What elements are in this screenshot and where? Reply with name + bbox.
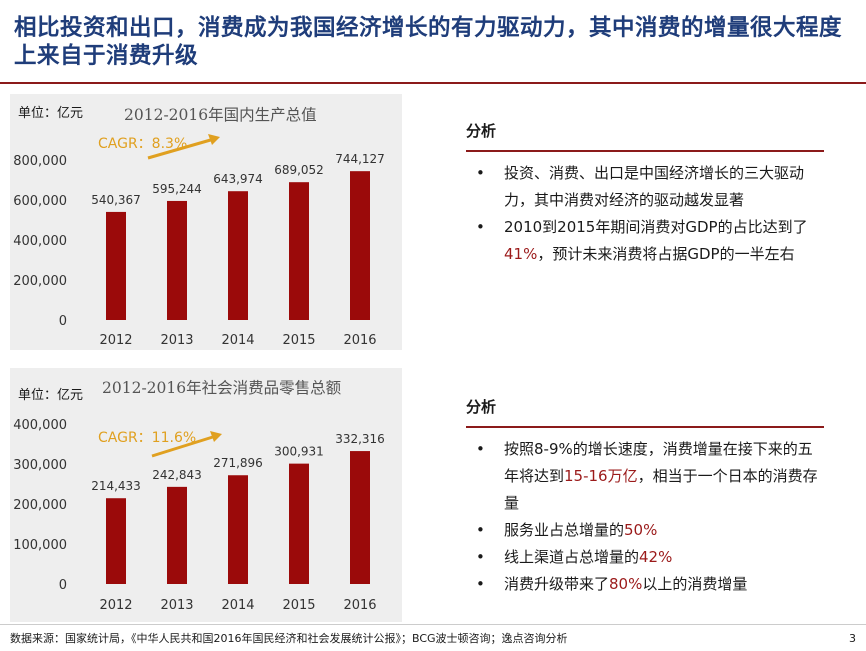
data-label: 214,433 [91,479,141,493]
x-tick-label: 2014 [221,598,254,613]
y-tick-label: 800,000 [13,154,67,169]
page-number: 3 [849,632,856,645]
data-label: 332,316 [335,432,385,446]
x-tick-label: 2014 [221,333,254,348]
analysis-divider [466,150,824,152]
analysis-bullet: • 服务业占总增量的50% [466,517,824,544]
data-label: 540,367 [91,193,141,207]
bullet-dot: • [476,218,485,236]
cagr-annotation: CAGR：11.6% [98,430,196,446]
bullet-text: 投资、消费、出口是中国经济增长的三大驱动力，其中消费对经济的驱动越发显著 [504,164,805,209]
data-label: 271,896 [213,456,263,470]
analysis-block-consumption: 分析 • 按照8-9%的增长速度，消费增量在接下来的五年将达到15-16万亿，相当… [466,396,824,598]
bar-2015 [289,463,309,584]
bullet-text: 线上渠道占总增量的 [504,548,640,566]
bar-2014 [228,191,248,320]
bar-2012 [106,211,126,320]
bar-2016 [350,171,370,320]
cagr-arrow-head [210,431,222,442]
bullet-text: 服务业占总增量的 [504,521,625,539]
x-tick-label: 2012 [99,333,132,348]
highlight-text: 42% [639,548,673,566]
analysis-bullet: • 消费升级带来了80%以上的消费增量 [466,571,824,598]
highlight-text: 41% [504,245,538,263]
y-tick-label: 600,000 [13,194,67,209]
page-title: 相比投资和出口，消费成为我国经济增长的有力驱动力，其中消费的增量很大程度上来自于… [14,15,843,69]
bullet-text: ，预计未来消费将占据GDP的一半左右 [537,245,795,263]
cagr-arrow-head [208,134,220,145]
analysis-divider [466,426,824,428]
y-tick-label: 0 [59,314,67,329]
source-footnote: 数据来源：国家统计局，《中华人民共和国2016年国民经济和社会发展统计公报》；B… [10,632,568,645]
cagr-arrow-line [147,137,215,160]
bullet-dot: • [476,575,485,593]
gdp-bar-chart: 0 200,000 400,000 600,000 800,000 540,367 2012… [13,134,385,348]
analysis-bullet-list: • 投资、消费、出口是中国经济增长的三大驱动力，其中消费对经济的驱动越发显著 • 20… [466,160,824,268]
title-divider [0,82,866,84]
gdp-chart-panel: 单位：亿元 2012-2016年国内生产总值 0 200,000 400,000 60… [10,94,402,350]
bar-2014 [228,475,248,584]
bar-2013 [167,200,187,320]
y-tick-label: 300,000 [13,458,67,473]
x-tick-label: 2016 [343,598,376,613]
y-tick-label: 100,000 [13,538,67,553]
analysis-bullet: • 线上渠道占总增量的42% [466,544,824,571]
data-label: 643,974 [213,172,263,186]
bullet-text: 2010到2015年期间消费对GDP的占比达到了 [504,218,808,236]
data-label: 744,127 [335,152,385,166]
bullet-dot: • [476,440,485,458]
analysis-bullet: • 投资、消费、出口是中国经济增长的三大驱动力，其中消费对经济的驱动越发显著 [466,160,824,214]
x-tick-label: 2015 [282,333,315,348]
chart-title: 2012-2016年社会消费品零售总额 [102,379,342,397]
y-tick-label: 200,000 [13,274,67,289]
analysis-bullet: • 2010到2015年期间消费对GDP的占比达到了 41%，预计未来消费将占据GD… [466,214,824,268]
bullet-dot: • [476,521,485,539]
bar-2015 [289,182,309,320]
y-tick-label: 0 [59,578,67,593]
chart-unit-label: 单位：亿元 [18,106,84,121]
data-label: 242,843 [152,468,202,482]
data-label: 689,052 [274,163,324,177]
highlight-text: 15-16万亿 [564,467,638,485]
y-tick-label: 200,000 [13,498,67,513]
x-tick-label: 2016 [343,333,376,348]
bar-2013 [167,486,187,584]
chart-title: 2012-2016年国内生产总值 [124,106,317,124]
bullet-dot: • [476,164,485,182]
analysis-heading: 分析 [466,122,497,140]
analysis-heading: 分析 [466,398,497,416]
analysis-block-gdp: 分析 • 投资、消费、出口是中国经济增长的三大驱动力，其中消费对经济的驱动越发显著… [466,120,824,268]
analysis-bullet: • 按照8-9%的增长速度，消费增量在接下来的五年将达到15-16万亿，相当于一个… [466,436,824,517]
x-tick-label: 2013 [160,598,193,613]
bullet-text: 消费升级带来了 [504,575,610,593]
highlight-text: 80% [609,575,643,593]
y-tick-label: 400,000 [13,418,67,433]
bullet-text: ，相当于一个日本的消费存量 [504,467,818,512]
retail-chart-panel: 单位：亿元 2012-2016年社会消费品零售总额 0 100,000 200,00… [10,368,402,622]
highlight-text: 50% [624,521,658,539]
bar-2016 [350,451,370,584]
data-label: 300,931 [274,445,324,459]
bar-2012 [106,498,126,584]
analysis-bullet-list: • 按照8-9%的增长速度，消费增量在接下来的五年将达到15-16万亿，相当于一个… [466,436,824,598]
bullet-text: 按照8-9%的增长速度，消费增量在接下来的五年将达到 [504,440,813,485]
footer-divider [0,624,866,625]
bullet-text: 以上的消费增量 [642,575,748,593]
retail-bar-chart: 0 100,000 200,000 300,000 400,000 214,433 2012… [13,418,385,613]
cagr-annotation: CAGR：8.3% [98,136,187,152]
cagr-arrow-line [151,434,217,458]
x-tick-label: 2013 [160,333,193,348]
x-tick-label: 2012 [99,598,132,613]
x-tick-label: 2015 [282,598,315,613]
bullet-dot: • [476,548,485,566]
chart-unit-label: 单位：亿元 [18,388,84,403]
data-label: 595,244 [152,182,202,196]
y-tick-label: 400,000 [13,234,67,249]
